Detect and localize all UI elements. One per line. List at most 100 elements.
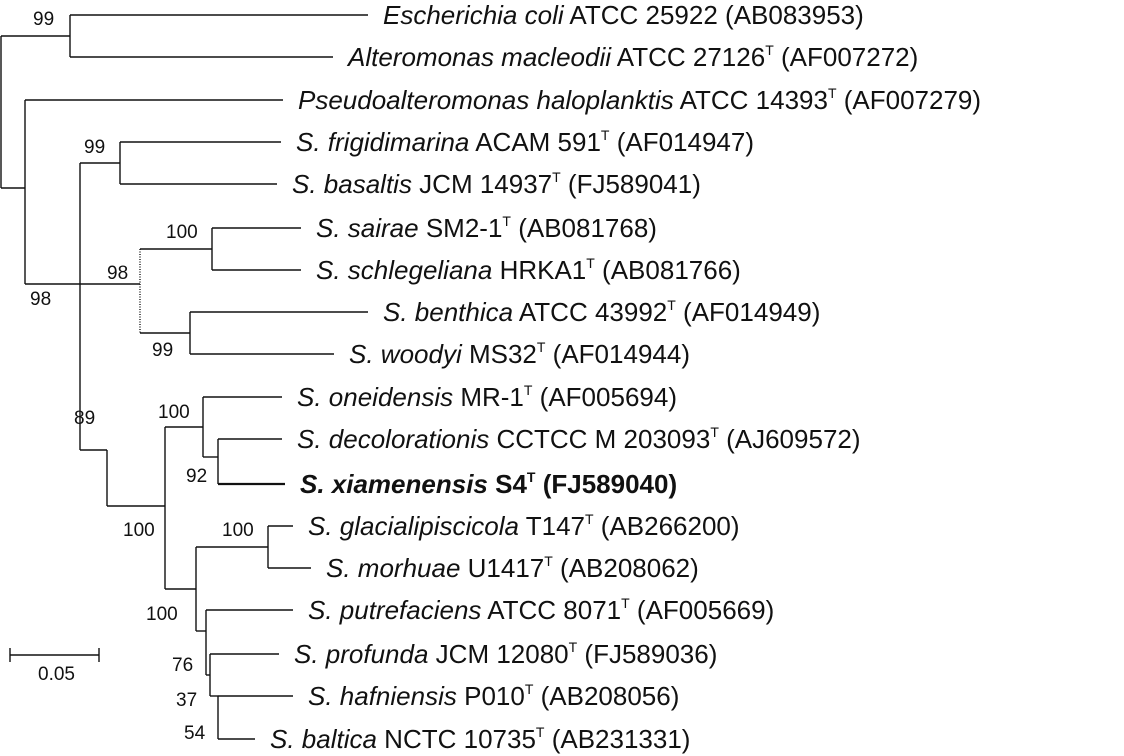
type-strain-mark: T <box>585 511 594 527</box>
type-strain-mark: T <box>552 169 561 185</box>
taxon-name: S. putrefaciens <box>308 595 481 625</box>
type-strain-mark: T <box>710 424 719 440</box>
accession-number: (AB208062) <box>553 553 699 583</box>
bootstrap-value: 99 <box>33 9 54 30</box>
strain-name: MR-1 <box>453 382 524 412</box>
type-strain-mark: T <box>544 553 553 569</box>
strain-name: ATCC 27126 <box>611 42 765 72</box>
bootstrap-values: 99 99 100 98 98 99 89 100 92 100 100 100 76 37 54 <box>30 9 254 744</box>
strain-name: P010 <box>457 681 525 711</box>
taxon-label: S. morhuae U1417T (AB208062) <box>326 553 699 583</box>
type-strain-mark: T <box>621 595 630 611</box>
strain-name: CCTCC M 203093 <box>489 424 710 454</box>
bootstrap-value: 37 <box>176 690 197 711</box>
taxon-name: S. baltica <box>270 724 377 754</box>
strain-name: ATCC 8071 <box>481 595 621 625</box>
taxon-label: S. benthica ATCC 43992T (AF014949) <box>383 297 820 327</box>
taxon-label: S. sairae SM2-1T (AB081768) <box>316 213 657 243</box>
strain-name: SM2-1 <box>419 213 503 243</box>
bootstrap-value: 100 <box>222 520 254 541</box>
accession-number: (AB081766) <box>595 255 741 285</box>
taxon-label: S. hafniensis P010T (AB208056) <box>308 681 679 711</box>
bootstrap-value: 98 <box>30 289 51 310</box>
bootstrap-value: 98 <box>107 263 128 284</box>
taxon-name: Escherichia coli <box>383 0 565 30</box>
type-strain-mark: T <box>537 339 546 355</box>
accession-number: (AF005669) <box>630 595 775 625</box>
strain-name: T147 <box>519 511 585 541</box>
taxon-label: S. basaltis JCM 14937T (FJ589041) <box>292 169 701 199</box>
taxon-label: S. decolorationis CCTCC M 203093T (AJ609… <box>297 424 861 454</box>
type-strain-mark: T <box>502 213 511 229</box>
taxon-label: Escherichia coli ATCC 25922 (AB083953) <box>383 0 864 30</box>
taxon-label: Pseudoalteromonas haloplanktis ATCC 1439… <box>298 85 981 115</box>
accession-number: (AF014949) <box>676 297 821 327</box>
taxon-name: S. sairae <box>316 213 419 243</box>
taxon-label: S. woodyi MS32T (AF014944) <box>349 339 690 369</box>
taxon-label: S. xiamenensis S4T (FJ589040) <box>300 469 677 499</box>
taxon-name: S. frigidimarina <box>296 127 469 157</box>
type-strain-mark: T <box>828 85 837 101</box>
type-strain-mark: T <box>667 297 676 313</box>
taxon-label: Alteromonas macleodii ATCC 27126T (AF007… <box>346 42 918 72</box>
accession-number: (AF007272) <box>774 42 919 72</box>
bootstrap-value: 99 <box>84 137 105 158</box>
bootstrap-value: 100 <box>146 604 178 625</box>
taxon-label: S. frigidimarina ACAM 591T (AF014947) <box>296 127 754 157</box>
accession-number: (FJ589036) <box>577 639 717 669</box>
accession-number: (AF005694) <box>532 382 677 412</box>
strain-name: S4 <box>488 469 528 499</box>
accession-number: (AB208056) <box>533 681 679 711</box>
taxon-name: S. profunda <box>294 639 428 669</box>
strain-name: NCTC 10735 <box>377 724 536 754</box>
type-strain-mark: T <box>536 724 545 740</box>
taxon-name: S. woodyi <box>349 339 463 369</box>
accession-number: (AB083953) <box>718 0 864 30</box>
taxon-name: S. decolorationis <box>297 424 489 454</box>
accession-number: (AF014944) <box>545 339 690 369</box>
type-strain-mark: T <box>765 42 774 58</box>
accession-number: (AJ609572) <box>719 424 861 454</box>
taxon-name: S. xiamenensis <box>300 469 488 499</box>
taxon-name: S. oneidensis <box>297 382 453 412</box>
type-strain-mark: T <box>601 127 610 143</box>
bootstrap-value: 100 <box>166 222 198 243</box>
taxon-label: S. glacialipiscicola T147T (AB266200) <box>308 511 740 541</box>
strain-name: U1417 <box>460 553 544 583</box>
strain-name: MS32 <box>462 339 537 369</box>
accession-number: (AB266200) <box>594 511 740 541</box>
taxon-name: Pseudoalteromonas haloplanktis <box>298 85 674 115</box>
bootstrap-value: 54 <box>184 723 206 744</box>
bootstrap-value: 92 <box>186 466 207 487</box>
bootstrap-value: 100 <box>158 402 190 423</box>
accession-number: (AF007279) <box>837 85 982 115</box>
strain-name: ACAM 591 <box>469 127 601 157</box>
accession-number: (AF014947) <box>609 127 754 157</box>
accession-number: (AB231331) <box>544 724 690 754</box>
taxon-labels: Escherichia coli ATCC 25922 (AB083953) Al… <box>270 0 981 754</box>
taxon-name: S. benthica <box>383 297 513 327</box>
taxon-label: S. oneidensis MR-1T (AF005694) <box>297 382 677 412</box>
type-strain-mark: T <box>569 639 578 655</box>
taxon-label: S. putrefaciens ATCC 8071T (AF005669) <box>308 595 774 625</box>
accession-number: (AB081768) <box>511 213 657 243</box>
strain-name: ATCC 43992 <box>513 297 667 327</box>
type-strain-mark: T <box>524 382 533 398</box>
scale-bar: 0.05 <box>9 648 100 685</box>
scale-bar-label: 0.05 <box>38 664 75 685</box>
bootstrap-value: 89 <box>74 408 95 429</box>
taxon-name: S. basaltis <box>292 169 412 199</box>
strain-name: HRKA1 <box>492 255 586 285</box>
bootstrap-value: 100 <box>123 520 155 541</box>
taxon-label: S. profunda JCM 12080T (FJ589036) <box>294 639 717 669</box>
type-strain-mark: T <box>525 681 534 697</box>
type-strain-mark: T <box>586 255 595 271</box>
strain-name: ATCC 14393 <box>674 85 828 115</box>
type-strain-mark: T <box>527 469 536 485</box>
accession-number: (FJ589041) <box>561 169 701 199</box>
bootstrap-value: 99 <box>152 340 173 361</box>
taxon-name: Alteromonas macleodii <box>346 42 612 72</box>
strain-name: JCM 14937 <box>412 169 552 199</box>
tree-branches <box>0 14 368 740</box>
